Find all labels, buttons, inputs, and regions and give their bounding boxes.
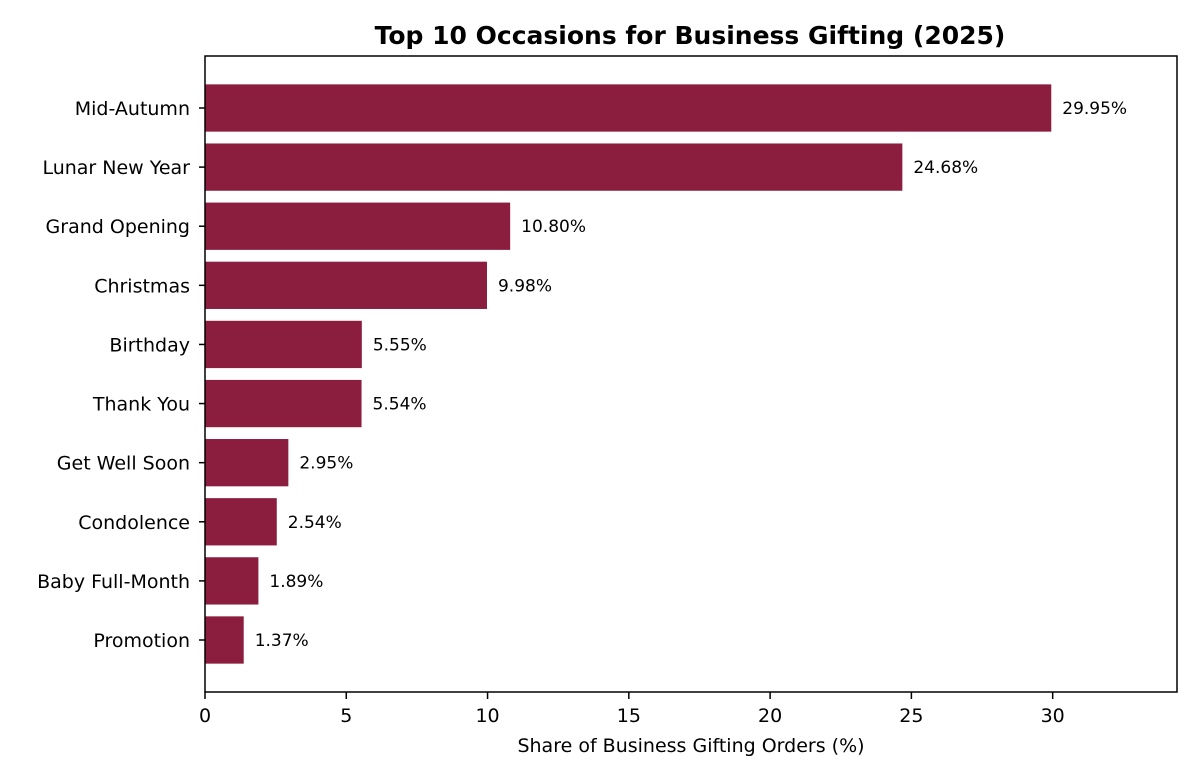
data-label: 5.54% [373,395,427,415]
data-label: 24.68% [913,158,978,178]
data-labels: 29.95% 24.68% 10.80% 9.98% 5.55% 5.54% 2.95% 2.… [255,99,1127,651]
x-tick-label: 5 [340,705,352,727]
x-axis-label: Share of Business Gifting Orders (%) [517,735,864,757]
x-tick-label: 10 [475,705,499,727]
bar-7 [205,498,277,546]
bar-9 [205,616,244,664]
data-label: 29.95% [1062,99,1127,119]
y-tick-label: Christmas [94,275,190,297]
y-tick-label: Baby Full-Month [37,571,190,593]
x-tick-label: 15 [617,705,641,727]
bar-2 [205,202,511,250]
y-tick-label: Condolence [78,512,190,534]
bar-6 [205,439,289,487]
x-tick-label: 30 [1041,705,1065,727]
bar-4 [205,320,362,369]
plot-frame [204,55,1178,693]
x-tick-label: 20 [758,705,782,727]
data-label: 10.80% [521,217,586,237]
bars-layer [205,84,1052,664]
bar-0 [205,84,1052,132]
bar-8 [205,557,259,605]
x-tick-label: 25 [899,705,923,727]
y-tick-label: Promotion [93,630,190,652]
data-label: 5.55% [373,335,427,355]
x-tick-label: 0 [199,705,211,727]
data-label: 9.98% [498,276,552,296]
y-tick-label: Lunar New Year [42,157,190,179]
data-label: 1.89% [269,572,323,592]
y-tick-label: Mid-Autumn [75,98,190,120]
data-label: 1.37% [255,631,309,651]
y-tick-labels: Mid-Autumn Lunar New Year Grand Opening Chr… [37,98,205,652]
y-tick-label: Get Well Soon [57,453,190,475]
y-tick-label: Birthday [109,334,190,356]
bar-1 [205,143,903,191]
y-tick-label: Grand Opening [46,216,190,238]
bar-3 [205,261,487,309]
bar-5 [205,379,362,428]
x-axis: 0 5 10 15 20 25 30 [199,692,1065,727]
y-tick-label: Thank You [92,394,190,416]
data-label: 2.54% [288,513,342,533]
chart-title: Top 10 Occasions for Business Gifting (2… [375,21,1006,50]
data-label: 2.95% [299,454,353,474]
